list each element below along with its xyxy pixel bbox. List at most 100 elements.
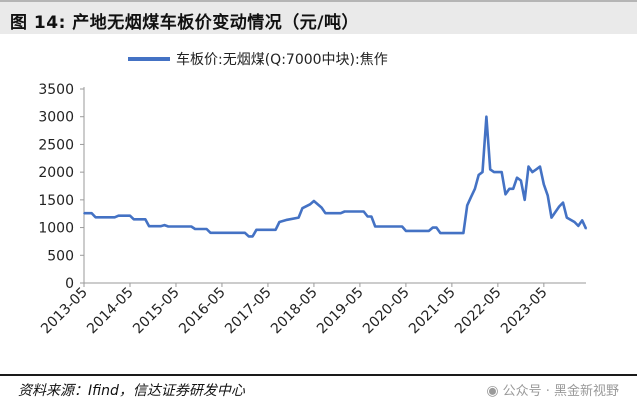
- data-point: [493, 171, 495, 173]
- data-point: [527, 165, 530, 168]
- data-point: [278, 221, 281, 223]
- x-axis: 2013-052014-052015-052016-052017-052018-…: [38, 282, 586, 338]
- data-point: [504, 193, 507, 196]
- x-tick-label: 2019-05: [314, 285, 367, 338]
- data-point: [205, 228, 208, 230]
- data-point: [428, 230, 430, 232]
- x-tick-label: 2022-05: [452, 285, 505, 338]
- source-divider: [0, 374, 637, 376]
- watermark-text: 公众号 · 黑金新视野: [502, 384, 619, 399]
- data-point: [573, 221, 576, 223]
- data-point: [431, 226, 434, 229]
- x-tick-label: 2014-05: [84, 285, 137, 338]
- data-point: [508, 188, 511, 190]
- data-point: [129, 214, 131, 217]
- data-point: [520, 179, 522, 182]
- data-point: [324, 212, 327, 214]
- data-point: [190, 225, 193, 228]
- data-point: [543, 183, 545, 186]
- y-tick-label: 0: [65, 276, 74, 292]
- data-point: [159, 225, 162, 227]
- data-point: [581, 219, 583, 222]
- data-point: [313, 200, 315, 202]
- data-point: [535, 168, 537, 171]
- data-point: [374, 225, 377, 228]
- data-point: [366, 215, 369, 218]
- y-tick-label: 500: [47, 248, 74, 264]
- data-point: [481, 171, 484, 173]
- data-point: [301, 207, 304, 209]
- data-point: [163, 224, 166, 226]
- data-point: [286, 219, 288, 221]
- data-point: [83, 212, 85, 214]
- data-point: [370, 215, 373, 218]
- x-tick-label: 2015-05: [130, 285, 183, 338]
- chart-legend: 车板价:无烟煤(Q:7000中块):焦作: [128, 51, 388, 68]
- data-point: [516, 176, 518, 179]
- data-point: [474, 188, 476, 190]
- watermark: ◉ 公众号 · 黑金新视野: [486, 380, 619, 399]
- data-point: [485, 115, 488, 118]
- data-point: [297, 216, 300, 219]
- data-point: [255, 229, 258, 231]
- data-point: [94, 216, 97, 219]
- data-point: [435, 226, 438, 229]
- data-point: [251, 235, 254, 238]
- x-tick-label: 2016-05: [176, 285, 229, 338]
- wechat-icon: ◉: [486, 383, 499, 399]
- data-point: [562, 201, 564, 204]
- data-point: [550, 216, 553, 219]
- legend-label: 车板价:无烟煤(Q:7000中块):焦作: [176, 51, 388, 68]
- data-point: [439, 232, 442, 234]
- series-line: [84, 115, 588, 238]
- data-point: [512, 188, 514, 190]
- x-tick-label: 2021-05: [406, 285, 459, 338]
- data-point: [194, 228, 196, 230]
- x-tick-label: 2023-05: [498, 285, 551, 338]
- data-point: [90, 212, 93, 214]
- y-tick-label: 3500: [38, 82, 74, 98]
- data-point: [466, 204, 469, 207]
- data-point: [523, 199, 526, 201]
- data-point: [248, 235, 250, 238]
- data-point: [209, 232, 212, 234]
- data-point: [500, 171, 503, 173]
- data-point: [477, 174, 480, 176]
- figure-title: 图 14: 产地无烟煤车板价变动情况（元/吨）: [10, 13, 360, 33]
- y-tick-label: 2000: [38, 165, 74, 181]
- data-point: [362, 210, 365, 213]
- data-point: [531, 171, 534, 173]
- data-point: [244, 232, 246, 234]
- data-point: [148, 225, 150, 227]
- data-point: [167, 225, 170, 228]
- data-point: [462, 232, 465, 234]
- data-point: [320, 206, 323, 209]
- data-point: [546, 194, 549, 197]
- data-point: [339, 212, 342, 214]
- data-point: [470, 196, 472, 198]
- data-point: [309, 203, 311, 206]
- data-point: [144, 218, 147, 221]
- x-tick-label: 2020-05: [360, 285, 413, 338]
- title-bar: 图 14: 产地无烟煤车板价变动情况（元/吨）: [0, 0, 637, 34]
- x-tick-label: 2018-05: [268, 285, 321, 338]
- data-point: [343, 210, 346, 213]
- data-point: [117, 214, 120, 217]
- line-chart: 车板价:无烟煤(Q:7000中块):焦作 0 500 1000 1500 2000 250…: [38, 51, 588, 338]
- data-point: [566, 216, 568, 219]
- y-tick-label: 1000: [38, 221, 74, 237]
- x-tick-label: 2013-05: [38, 285, 91, 338]
- x-tick-label: 2017-05: [222, 285, 275, 338]
- data-point: [558, 205, 560, 208]
- data-point: [113, 216, 116, 219]
- y-tick-label: 3000: [38, 110, 74, 126]
- y-tick-label: 2500: [38, 137, 74, 153]
- data-point: [585, 227, 587, 230]
- y-tick-label: 1500: [38, 193, 74, 209]
- y-axis: 0 500 1000 1500 2000 2500 3000 3500: [38, 82, 85, 292]
- series-layer: [83, 115, 588, 238]
- data-point: [489, 168, 492, 171]
- source-note: 资料来源：Ifind，信达证券研发中心: [18, 383, 245, 399]
- data-point: [274, 229, 277, 231]
